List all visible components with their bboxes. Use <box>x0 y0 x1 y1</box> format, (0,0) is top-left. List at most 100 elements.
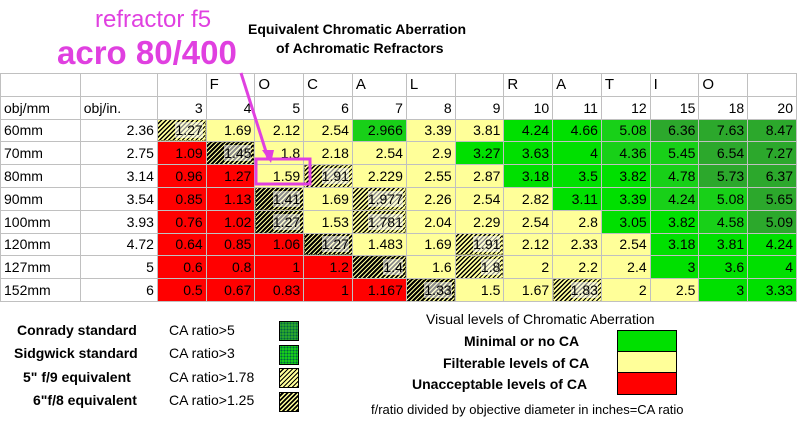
ca-ratio-cell: 3.11 <box>552 186 602 211</box>
ca-ratio-cell-text: 1.33 <box>424 282 452 299</box>
col-label-mm: obj/mm <box>0 95 81 120</box>
ca-ratio-cell: 3.18 <box>503 164 554 188</box>
ca-ratio-cell: 3.81 <box>454 118 505 143</box>
ca-ratio-cell: 0.83 <box>254 278 305 302</box>
ca-ratio-cell-text: 1.27 <box>272 213 301 230</box>
ca-ratio-cell: 5.45 <box>649 141 700 166</box>
ca-ratio-cell: 6.54 <box>698 141 749 166</box>
ca-ratio-cell: 1.45 <box>205 141 256 166</box>
ca-ratio-cell-text: 1.781 <box>367 213 403 230</box>
ca-ratio-cell: 3.33 <box>747 278 797 302</box>
level-swatch-minimal <box>617 330 677 353</box>
std-name-6in: 6"f/8 equivalent <box>33 392 137 408</box>
ca-ratio-cell: 8.47 <box>747 118 797 143</box>
ca-ratio-cell: 5.08 <box>698 186 749 211</box>
std-name-sidgwick: Sidgwick standard <box>14 345 138 361</box>
ca-ratio-cell: 4.58 <box>698 209 749 234</box>
std-name-5in: 5" f/9 equivalent <box>23 369 131 385</box>
ca-ratio-cell: 1.483 <box>351 232 407 257</box>
ca-ratio-cell: 2 <box>503 255 554 280</box>
table-row: 80mm 3.14 0.96 1.27 1.59 1.91 2.229 2.55 2.87 3.1… <box>0 164 797 188</box>
ca-ratio-cell: 2.4 <box>600 255 651 280</box>
ca-ratio-cell: 2.2 <box>552 255 602 280</box>
ca-ratio-cell: 4.24 <box>747 232 797 257</box>
arrow-head <box>262 150 274 163</box>
std-ratio-5in: CA ratio>1.78 <box>169 369 255 385</box>
ca-ratio-cell: 3.63 <box>503 141 554 166</box>
table-row: 100mm 3.93 0.76 1.02 1.27 1.53 1.781 2.04 2.29 2.… <box>0 209 797 234</box>
visual-levels-heading: Visual levels of Chromatic Aberration <box>426 311 655 327</box>
ca-ratio-cell: 0.67 <box>205 278 256 302</box>
row-aperture-in: 3.14 <box>79 164 158 188</box>
ca-ratio-cell: 0.6 <box>156 255 207 280</box>
ca-ratio-cell: 2.54 <box>503 209 554 234</box>
std-ratio-sidgwick: CA ratio>3 <box>169 345 235 361</box>
ca-ratio-cell: 5.65 <box>747 186 797 211</box>
ca-ratio-cell-text: 1.41 <box>272 190 301 207</box>
ca-ratio-cell: 2.5 <box>649 278 700 302</box>
ca-ratio-cell: 6.37 <box>747 164 797 188</box>
ca-ratio-cell-text: 1.91 <box>321 168 349 185</box>
ca-ratio-cell: 1.41 <box>254 186 305 211</box>
row-aperture-mm: 127mm <box>0 255 81 280</box>
ca-ratio-cell: 1.53 <box>303 209 353 234</box>
ca-ratio-cell: 1.27 <box>303 232 353 257</box>
table-row: 152mm 6 0.5 0.67 0.83 1 1.167 1.33 1.5 1.67 1.83 2 2… <box>0 278 797 302</box>
ca-ratio-cell: 1.09 <box>156 141 207 166</box>
ca-ratio-cell: 2.87 <box>454 164 505 188</box>
chart-title: Equivalent Chromatic Aberration <box>248 21 467 37</box>
ca-ratio-cell: 1.33 <box>405 278 456 302</box>
level-swatch-unacceptable <box>617 372 677 395</box>
ca-ratio-cell: 2.54 <box>303 118 353 143</box>
swatch-6in <box>279 392 299 412</box>
ca-ratio-cell: 1.69 <box>303 186 353 211</box>
ca-ratio-cell: 1.91 <box>454 232 505 257</box>
ca-ratio-cell: 1.91 <box>303 164 353 188</box>
row-aperture-in: 2.36 <box>79 118 158 143</box>
ca-ratio-cell: 1.83 <box>552 278 602 302</box>
arrow-line <box>239 72 270 159</box>
ca-ratio-cell: 2.12 <box>254 118 305 143</box>
level-label-unacceptable: Unacceptable levels of CA <box>412 376 588 392</box>
fratio-header: 12 <box>600 95 651 120</box>
ca-ratio-cell: 0.8 <box>205 255 256 280</box>
ca-ratio-cell: 1.27 <box>254 209 305 234</box>
ca-ratio-cell: 2.26 <box>405 186 456 211</box>
ca-ratio-cell: 0.5 <box>156 278 207 302</box>
row-aperture-mm: 60mm <box>0 118 81 143</box>
overlay-line2: acro 80/400 <box>57 34 237 71</box>
ca-ratio-cell: 2.55 <box>405 164 456 188</box>
ca-ratio-cell: 2.33 <box>552 232 602 257</box>
ca-ratio-cell: 0.85 <box>156 186 207 211</box>
std-name-conrady: Conrady standard <box>17 322 137 338</box>
ca-ratio-cell-text: 1.27 <box>321 236 349 253</box>
ca-ratio-cell-text: 1.45 <box>224 145 252 162</box>
row-aperture-mm: 90mm <box>0 186 81 211</box>
ca-ratio-cell: 4.36 <box>600 141 651 166</box>
ca-ratio-cell: 1.02 <box>205 209 256 234</box>
ca-ratio-cell: 5.08 <box>600 118 651 143</box>
footnote: f/ratio divided by objective diameter in… <box>371 402 684 417</box>
ca-ratio-cell: 1.27 <box>156 118 207 143</box>
col-label-in: obj/in. <box>79 95 158 120</box>
ca-ratio-cell: 2 <box>600 278 651 302</box>
ca-ratio-cell: 1.4 <box>351 255 407 280</box>
highlight-box <box>254 157 312 186</box>
overlay-line1: refractor f5 <box>95 6 212 33</box>
ca-ratio-cell: 1.167 <box>351 278 407 302</box>
ca-ratio-cell: 1.67 <box>503 278 554 302</box>
level-label-minimal: Minimal or no CA <box>464 333 580 349</box>
ca-ratio-cell: 1.6 <box>405 255 456 280</box>
ca-ratio-cell-text: 1.4 <box>383 259 403 276</box>
ca-ratio-cell-text: 1.8 <box>480 259 501 276</box>
row-aperture-mm: 152mm <box>0 278 81 302</box>
ca-ratio-cell: 3.82 <box>600 164 651 188</box>
ca-ratio-cell: 3.39 <box>600 186 651 211</box>
ca-ratio-cell: 4 <box>747 255 797 280</box>
table-row: 127mm 5 0.6 0.8 1 1.2 1.4 1.6 1.8 2 2.2 2.4 3 3.6 4 <box>0 255 797 280</box>
chart-subtitle: of Achromatic Refractors <box>276 40 444 56</box>
table-row: 60mm 2.36 1.27 1.69 2.12 2.54 2.966 3.39 3.81 4.2… <box>0 118 797 143</box>
